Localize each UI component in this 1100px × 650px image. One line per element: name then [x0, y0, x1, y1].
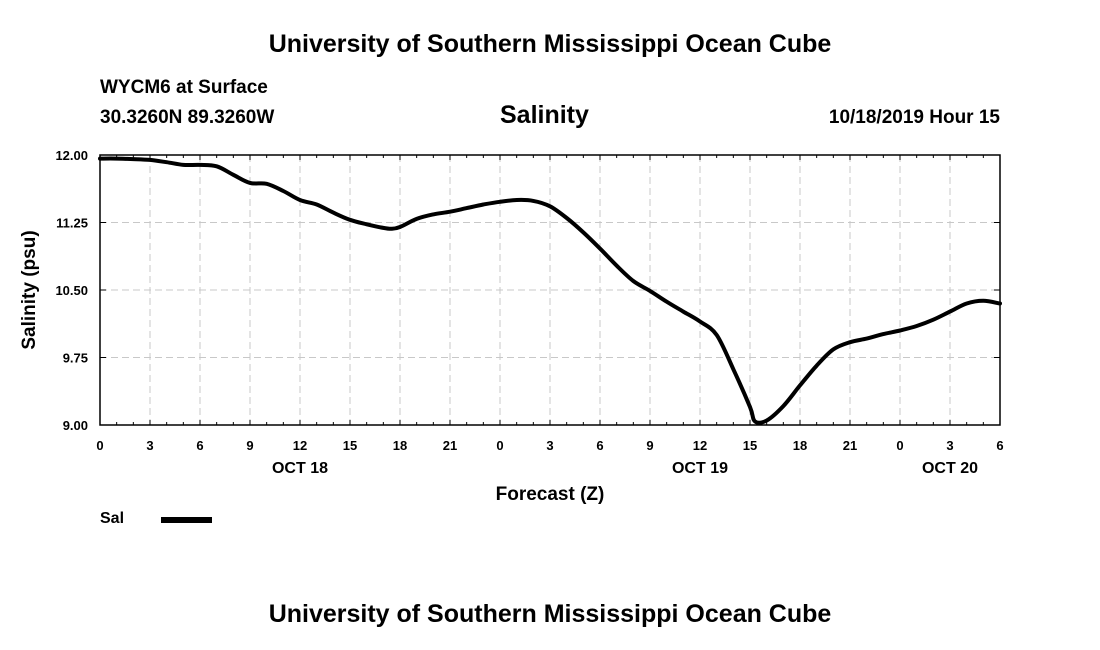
coordinates-label: 30.3260N 89.3260W [100, 107, 275, 128]
x-tick-label: 9 [646, 438, 653, 453]
x-tick-label: 9 [246, 438, 253, 453]
grid-lines [100, 155, 1000, 425]
y-tick-label: 12.00 [55, 148, 88, 163]
x-tick-label: 12 [293, 438, 307, 453]
series-line-sal [98, 156, 1002, 425]
date-label: OCT 19 [672, 460, 728, 477]
plot-frame [99, 154, 1001, 426]
date-label: OCT 18 [272, 460, 328, 477]
x-tick-label: 21 [843, 438, 857, 453]
page-title: University of Southern Mississippi Ocean… [268, 30, 832, 58]
x-axis-title: Forecast (Z) [496, 484, 605, 505]
x-tick-label: 21 [443, 438, 457, 453]
series-layer [98, 156, 1002, 425]
x-tick-label: 3 [146, 438, 153, 453]
chart-title: Salinity [500, 101, 589, 129]
y-tick-label: 9.00 [63, 418, 88, 433]
x-tick-label: 3 [546, 438, 553, 453]
x-tick-label: 15 [343, 438, 357, 453]
x-tick-label: 0 [896, 438, 903, 453]
axis-labels: 0 3 6 9 12 15 18 21 0 3 6 9 12 15 18 21 0 3 6 12.00 11.25 10.… [55, 148, 1003, 477]
x-tick-label: 15 [743, 438, 757, 453]
x-tick-label: 18 [393, 438, 407, 453]
date-label: OCT 20 [922, 460, 978, 477]
x-tick-label: 12 [693, 438, 707, 453]
footer-title: University of Southern Mississippi Ocean… [268, 600, 832, 628]
x-tick-label: 6 [596, 438, 603, 453]
x-tick-label: 6 [996, 438, 1003, 453]
x-tick-label: 0 [96, 438, 103, 453]
legend-swatch [161, 517, 212, 523]
y-tick-label: 10.50 [55, 283, 88, 298]
forecast-timestamp: 10/18/2019 Hour 15 [828, 107, 1000, 128]
x-tick-label: 0 [496, 438, 503, 453]
legend-label: Sal [100, 510, 125, 527]
y-tick-label: 9.75 [63, 351, 88, 366]
station-label: WYCM6 at Surface [100, 77, 268, 98]
x-tick-label: 3 [946, 438, 953, 453]
y-axis-title: Salinity (psu) [19, 230, 40, 349]
x-tick-label: 6 [196, 438, 203, 453]
y-tick-label: 11.25 [56, 216, 88, 231]
x-tick-label: 18 [793, 438, 807, 453]
